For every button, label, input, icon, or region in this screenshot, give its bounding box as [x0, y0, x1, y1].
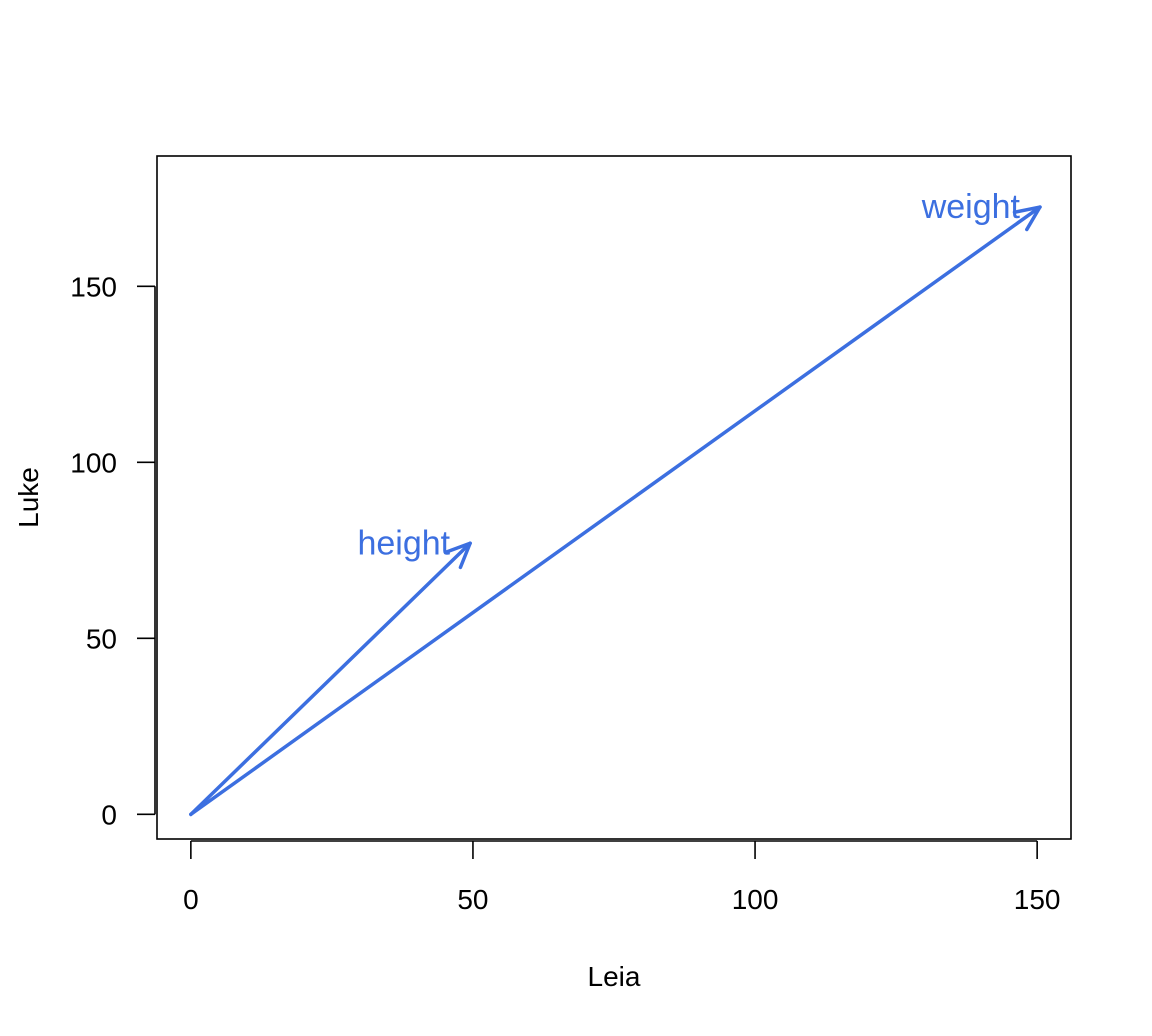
vector-label-weight: weight: [921, 188, 1021, 226]
vector-weight: weight: [189, 188, 1042, 817]
x-axis-tick-label: 100: [732, 884, 779, 915]
plot-frame: [156, 155, 1072, 840]
y-axis-tick-label: 100: [70, 447, 117, 478]
x-axis-title: Leia: [588, 961, 641, 992]
y-axis-title: Luke: [13, 467, 44, 528]
x-axis-tick-label: 150: [1014, 884, 1061, 915]
y-axis: 0 50 100 150: [70, 271, 156, 830]
y-axis-tick-label: 0: [101, 799, 117, 830]
arrowhead-height: [443, 541, 472, 570]
x-axis-tick-label: 0: [183, 884, 199, 915]
y-axis-tick-label: 50: [86, 623, 117, 654]
vector-height: height: [189, 524, 472, 817]
x-axis: 0 50 100 150: [183, 840, 1061, 915]
series-layer: height weight: [189, 188, 1042, 817]
vector-line-height: [189, 541, 472, 817]
vector-line-weight: [189, 205, 1042, 817]
vector-label-height: height: [357, 524, 450, 562]
arrowhead-weight: [1012, 205, 1042, 232]
x-axis-tick-label: 50: [457, 884, 488, 915]
y-axis-tick-label: 150: [70, 271, 117, 302]
